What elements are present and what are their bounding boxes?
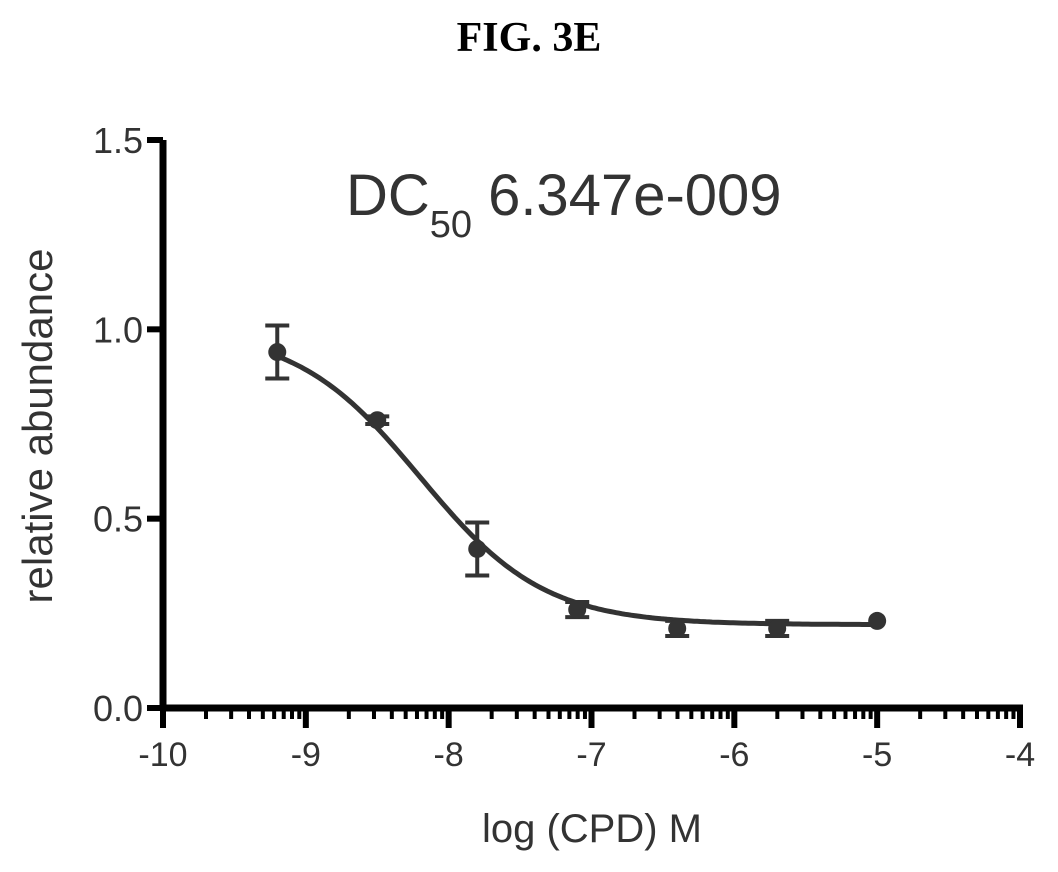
y-tick-label: 1.5 [93,120,143,161]
x-axis-label: log (CPD) M [482,807,702,851]
data-marker [468,539,487,558]
data-points-layer [265,323,887,639]
data-point [665,618,690,639]
dc50-annotation: DC50 6.347e-009 [346,163,782,246]
y-axis-label: relative abundance [14,249,61,604]
axes-layer: 0.0 0.5 1.0 1.5 -10 -9 -8 -7 -6 -5 -4 [93,120,1035,774]
data-marker [868,611,887,630]
fit-curve [276,353,878,627]
fit-curve-layer [276,353,878,627]
x-tick-label: -4 [1005,736,1035,774]
data-marker [668,619,687,638]
dc50-prefix: DC [346,163,430,228]
dc50-value: 6.347e-009 [488,163,781,228]
data-point [868,611,887,630]
y-tick-label: 0.0 [93,688,143,729]
x-tick-label: -6 [719,736,749,774]
x-tick-label: -9 [291,736,321,774]
data-point [265,323,290,381]
x-tick-label: -10 [138,736,187,774]
y-tick-label: 1.0 [93,309,143,350]
x-tick-label: -5 [862,736,892,774]
data-marker [568,600,587,619]
dc50-subscript: 50 [430,204,472,246]
data-point [365,411,390,430]
data-point [465,520,490,578]
x-tick-label: -8 [434,736,464,774]
data-marker [368,411,387,430]
data-point [565,599,590,620]
x-tick-label: -7 [576,736,606,774]
data-marker [768,619,787,638]
data-marker [268,343,287,362]
data-point [765,618,790,639]
figure-title: FIG. 3E [456,15,602,61]
y-tick-label: 0.5 [93,499,143,540]
